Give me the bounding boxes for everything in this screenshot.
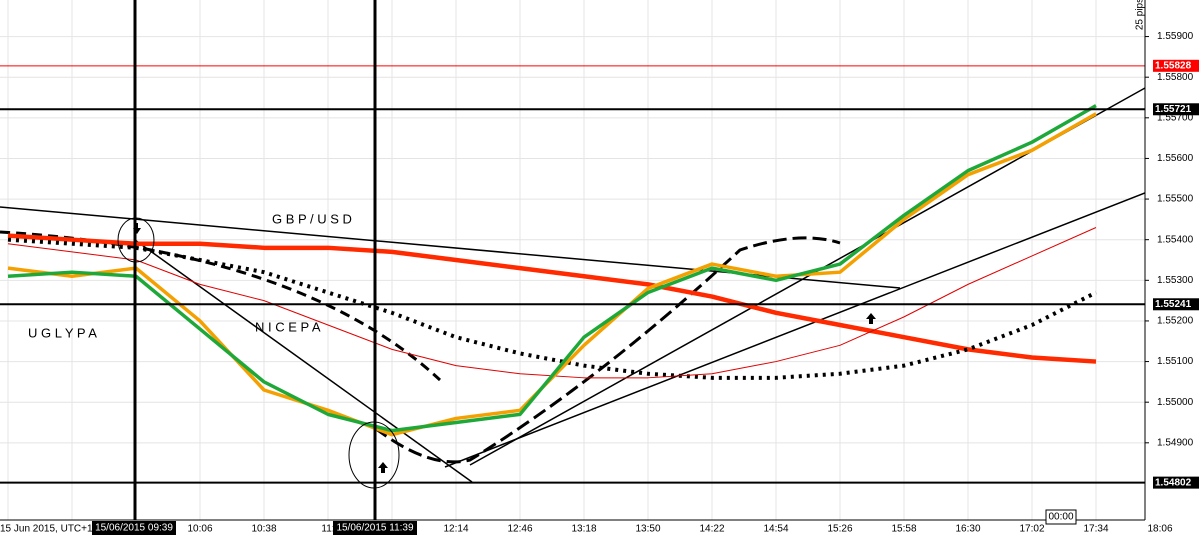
axes: 1.54900 1.55000 1.55100 1.55200 1.55300 1.554…	[187, 31, 1199, 535]
y-tick-label: 1.55700	[1157, 112, 1194, 123]
y-tick-label: 1.55500	[1157, 194, 1194, 205]
marks	[0, 65, 1161, 484]
y-tick-label: 1.55100	[1157, 356, 1194, 367]
level-label: 1.54802	[1155, 477, 1192, 488]
x-tick-label: 17:34	[1083, 524, 1108, 535]
y-tick-label: 1.55900	[1157, 31, 1194, 42]
cursor-box	[92, 521, 176, 535]
highlight-circle	[117, 217, 155, 263]
highlight-circle	[348, 421, 400, 489]
x-tick-label: 12:46	[507, 524, 532, 535]
series-line	[7, 233, 1097, 364]
price-axis	[1145, 0, 1203, 538]
dashed-line	[374, 236, 841, 464]
trend-line	[444, 186, 1161, 468]
x-tick-label: 13:18	[571, 524, 596, 535]
cursor-box	[333, 521, 417, 535]
level-box	[1153, 476, 1199, 489]
level-label: 1.55721	[1155, 104, 1192, 115]
level-box	[1153, 103, 1199, 116]
annotation: N I C E P A	[255, 319, 321, 334]
arrow	[133, 223, 141, 234]
x-tick-label: 14:54	[763, 524, 788, 535]
level-box	[1153, 298, 1199, 311]
cursor-label: 00:00	[1048, 512, 1073, 523]
x-tick-label: 18:06	[1147, 524, 1172, 535]
x-tick-label: 10:38	[251, 524, 276, 535]
y-tick-label: 1.55200	[1157, 316, 1194, 327]
x-tick-label: 15:58	[891, 524, 916, 535]
x-tick-label: 13:50	[635, 524, 660, 535]
level-label: 1.55241	[1155, 299, 1192, 310]
dashed-line	[0, 230, 442, 382]
arrow	[866, 313, 876, 324]
date-label: 15 Jun 2015, UTC+1	[0, 524, 93, 535]
x-tick-label: 16:30	[955, 524, 980, 535]
x-tick-label: 14:22	[699, 524, 724, 535]
cursor-label: 15/06/2015 09:39	[95, 523, 173, 534]
y-tick-label: 1.55000	[1157, 397, 1194, 408]
trend-line	[134, 239, 473, 483]
y-tick-label: 1.55600	[1157, 153, 1194, 164]
x-tick-label: 12:14	[443, 524, 468, 535]
instrument-label: G B P / U S D	[272, 211, 352, 226]
x-tick-label: 11:	[321, 524, 334, 535]
y-tick-label: 1.55300	[1157, 275, 1194, 286]
y-tick-label: 1.54900	[1157, 437, 1194, 448]
annotation: U G L Y P A	[28, 325, 97, 340]
x-tick-label: 17:02	[1019, 524, 1044, 535]
cursor-label: 15/06/2015 11:39	[336, 523, 414, 534]
cursor-box	[1045, 509, 1077, 525]
y-tick-label: 1.55400	[1157, 234, 1194, 245]
x-tick-label: 15:26	[827, 524, 852, 535]
annotation: 25 pips	[1135, 0, 1146, 30]
y-tick-label: 1.55800	[1157, 72, 1194, 83]
time-axis	[0, 520, 1203, 538]
level-label: 1.55828	[1155, 60, 1192, 71]
series-line	[7, 104, 1097, 433]
level-box	[1153, 59, 1199, 72]
arrow	[378, 462, 388, 473]
x-tick-label: 10:06	[187, 524, 212, 535]
